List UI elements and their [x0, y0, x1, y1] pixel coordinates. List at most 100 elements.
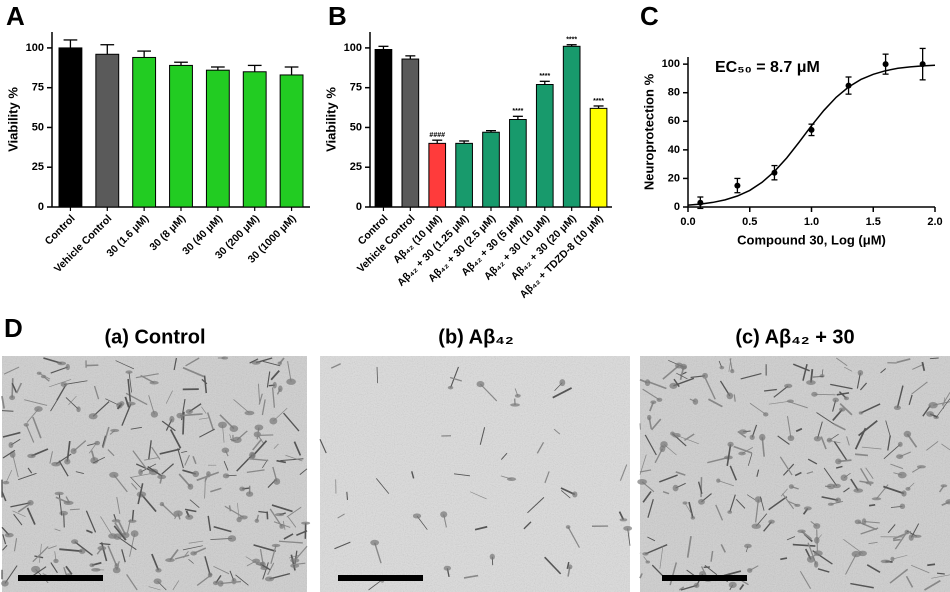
cell-body [218, 421, 227, 429]
cell-process [129, 533, 136, 557]
cell-body [279, 523, 285, 529]
cell-process [740, 372, 762, 380]
cell-body [510, 403, 520, 407]
cell-process [204, 556, 211, 576]
cell-process [817, 421, 823, 439]
cell-process [25, 424, 35, 443]
cell-process [768, 400, 791, 405]
cell-process [75, 471, 84, 475]
cell-process [283, 412, 300, 432]
cell-body [916, 465, 926, 469]
cell-body [138, 469, 143, 476]
cell-process [739, 584, 745, 591]
panel-label: C [640, 1, 659, 31]
cell-body [89, 563, 95, 568]
y-tick-label: 100 [662, 58, 680, 70]
cell-body [853, 488, 864, 493]
cell-body [682, 501, 688, 505]
cell-body [192, 470, 200, 478]
cell-process [923, 579, 941, 591]
annotation: EC₅₀ = 8.7 μM [715, 59, 820, 76]
cell-process [781, 493, 795, 510]
bar-label: **** [512, 108, 523, 115]
cell-process [49, 451, 53, 464]
cell-process [474, 525, 488, 531]
cell-process [185, 357, 200, 367]
cell-process [926, 441, 939, 451]
y-tick-label: 50 [32, 121, 44, 133]
cell-body [784, 383, 793, 389]
cell-body [476, 381, 485, 388]
cell-process [647, 498, 654, 518]
cell-process [779, 456, 793, 476]
cell-body [190, 551, 197, 556]
cell-process [269, 508, 283, 527]
cell-body [690, 516, 696, 520]
cell-process [927, 563, 936, 567]
cell-process [836, 392, 850, 396]
cell-process [15, 382, 23, 394]
cell-process [196, 471, 220, 482]
cell-body [768, 519, 775, 524]
cell-process [117, 536, 137, 551]
cell-process [639, 469, 652, 473]
cell-process [883, 443, 901, 460]
cell-body [222, 473, 230, 479]
cell-body [60, 382, 68, 388]
bar [562, 45, 581, 208]
cell-process [860, 403, 881, 414]
cell-process [337, 513, 345, 519]
cell-process [561, 490, 571, 499]
cell-process [220, 580, 242, 585]
panel-label: B [328, 1, 347, 31]
cell-process [262, 562, 269, 580]
cell-process [249, 358, 259, 364]
cell-process [252, 438, 263, 451]
cell-process [270, 545, 277, 565]
cell-process [11, 378, 14, 398]
cell-body [109, 471, 119, 478]
cell-body [128, 519, 137, 523]
cell-process [659, 546, 664, 569]
cell-process [5, 469, 13, 483]
cell-process [941, 443, 950, 451]
cell-process [140, 463, 157, 473]
cell-process [128, 372, 132, 393]
cell-process [151, 446, 161, 460]
cell-process [132, 450, 148, 470]
cell-process [86, 529, 93, 534]
cell-process [294, 545, 308, 561]
cell-process [4, 565, 18, 584]
cell-body [254, 518, 260, 523]
cell-body [893, 405, 901, 411]
cell-body [645, 560, 651, 564]
cell-body [159, 501, 165, 507]
cell-body [412, 513, 422, 519]
y-tick-label: 60 [668, 115, 680, 127]
cell-body [272, 381, 277, 389]
cell-body [34, 406, 43, 412]
cell-body [40, 374, 47, 379]
cell-process [113, 525, 127, 541]
cell-body [249, 451, 256, 459]
cell-process [893, 538, 901, 542]
cell-process [113, 474, 128, 493]
cell-process [63, 380, 88, 385]
cell-process [137, 483, 144, 505]
cell-process [188, 559, 194, 564]
cell-process [868, 541, 878, 545]
cell-body [254, 424, 264, 431]
cell-process [165, 390, 173, 404]
cell-process [198, 417, 209, 420]
cell-process [49, 379, 72, 388]
cell-process [807, 542, 817, 565]
cell-process [236, 454, 253, 472]
cell-process [177, 448, 184, 469]
cell-process [675, 471, 686, 476]
cell-body [940, 484, 948, 488]
cell-body [2, 480, 10, 485]
cell-process [523, 521, 532, 530]
cell-process [806, 471, 814, 475]
cell-process [376, 367, 378, 384]
cell-process [816, 412, 835, 425]
